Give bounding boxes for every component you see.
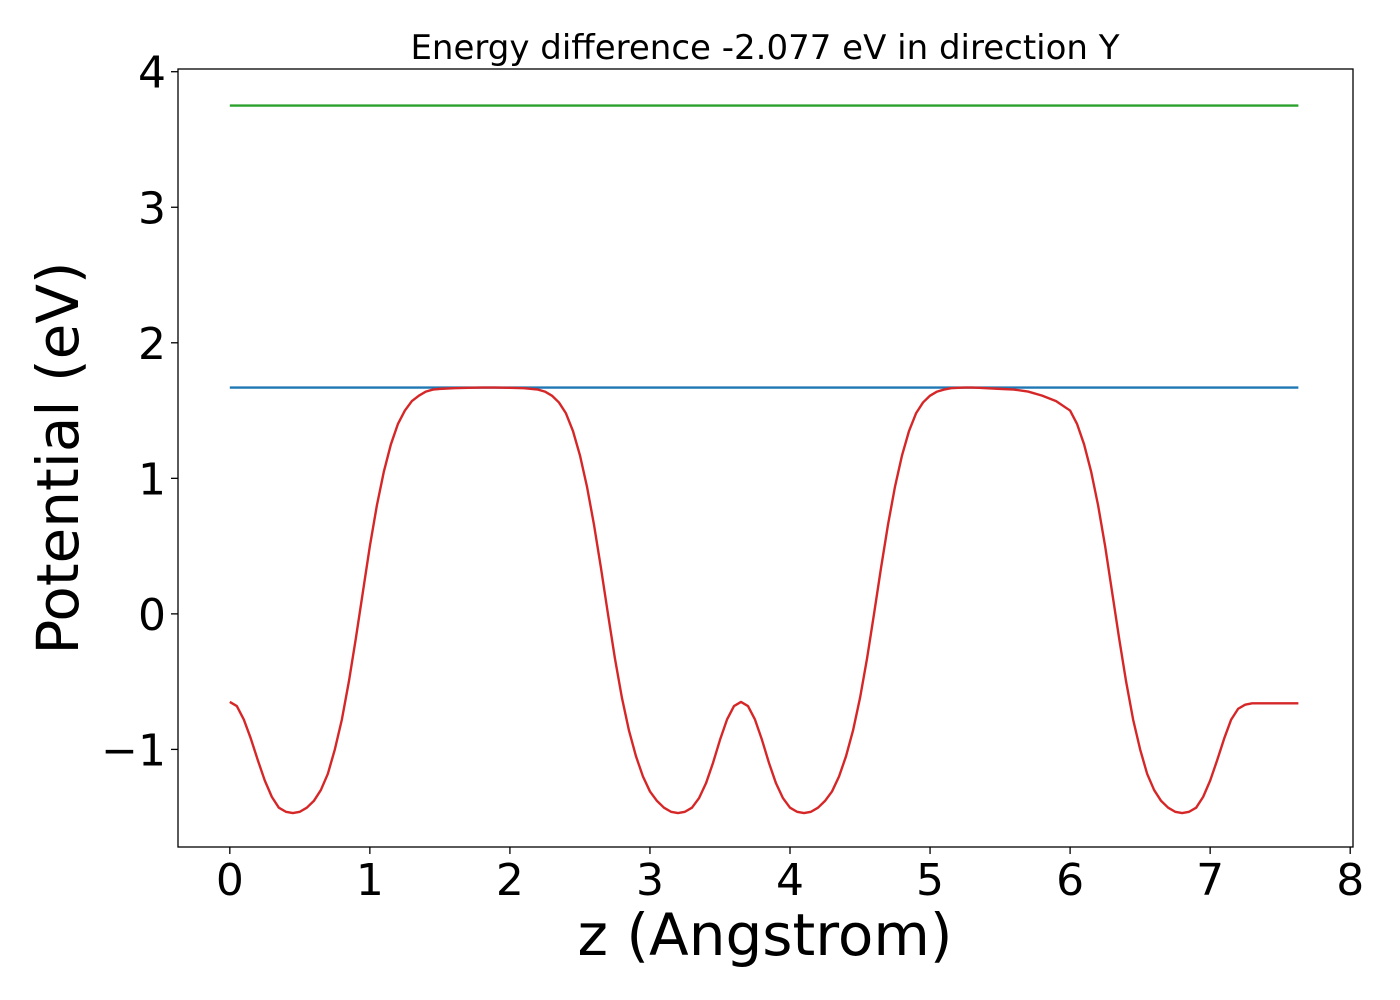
- plot-series: [229, 104, 1299, 815]
- x-axis-label: z (Angstrom): [578, 901, 953, 969]
- x-tick-label: 3: [636, 855, 664, 906]
- chart-title: Energy difference -2.077 eV in direction…: [410, 28, 1119, 68]
- y-tick-label: 1: [138, 454, 166, 505]
- y-tick-label: 2: [138, 319, 166, 370]
- x-axis: 0 1 2 3 4 5 6 7 8: [216, 847, 1364, 906]
- x-tick-label: 7: [1196, 855, 1224, 906]
- y-tick-label: 0: [138, 590, 166, 641]
- y-tick-label: 4: [138, 48, 166, 99]
- y-tick-label: 3: [138, 183, 166, 234]
- x-tick-label: 4: [776, 855, 804, 906]
- series-line-2: [229, 386, 1299, 815]
- x-tick-label: 6: [1056, 855, 1084, 906]
- x-tick-label: 5: [916, 855, 944, 906]
- y-axis-label: Potential (eV): [24, 261, 92, 654]
- y-tick-label: −1: [101, 725, 166, 776]
- x-tick-label: 2: [496, 855, 524, 906]
- x-tick-label: 0: [216, 855, 244, 906]
- y-axis: −1 0 1 2 3 4: [101, 48, 178, 776]
- x-tick-label: 1: [356, 855, 384, 906]
- plot-frame: [177, 68, 1354, 848]
- x-tick-label: 8: [1336, 855, 1364, 906]
